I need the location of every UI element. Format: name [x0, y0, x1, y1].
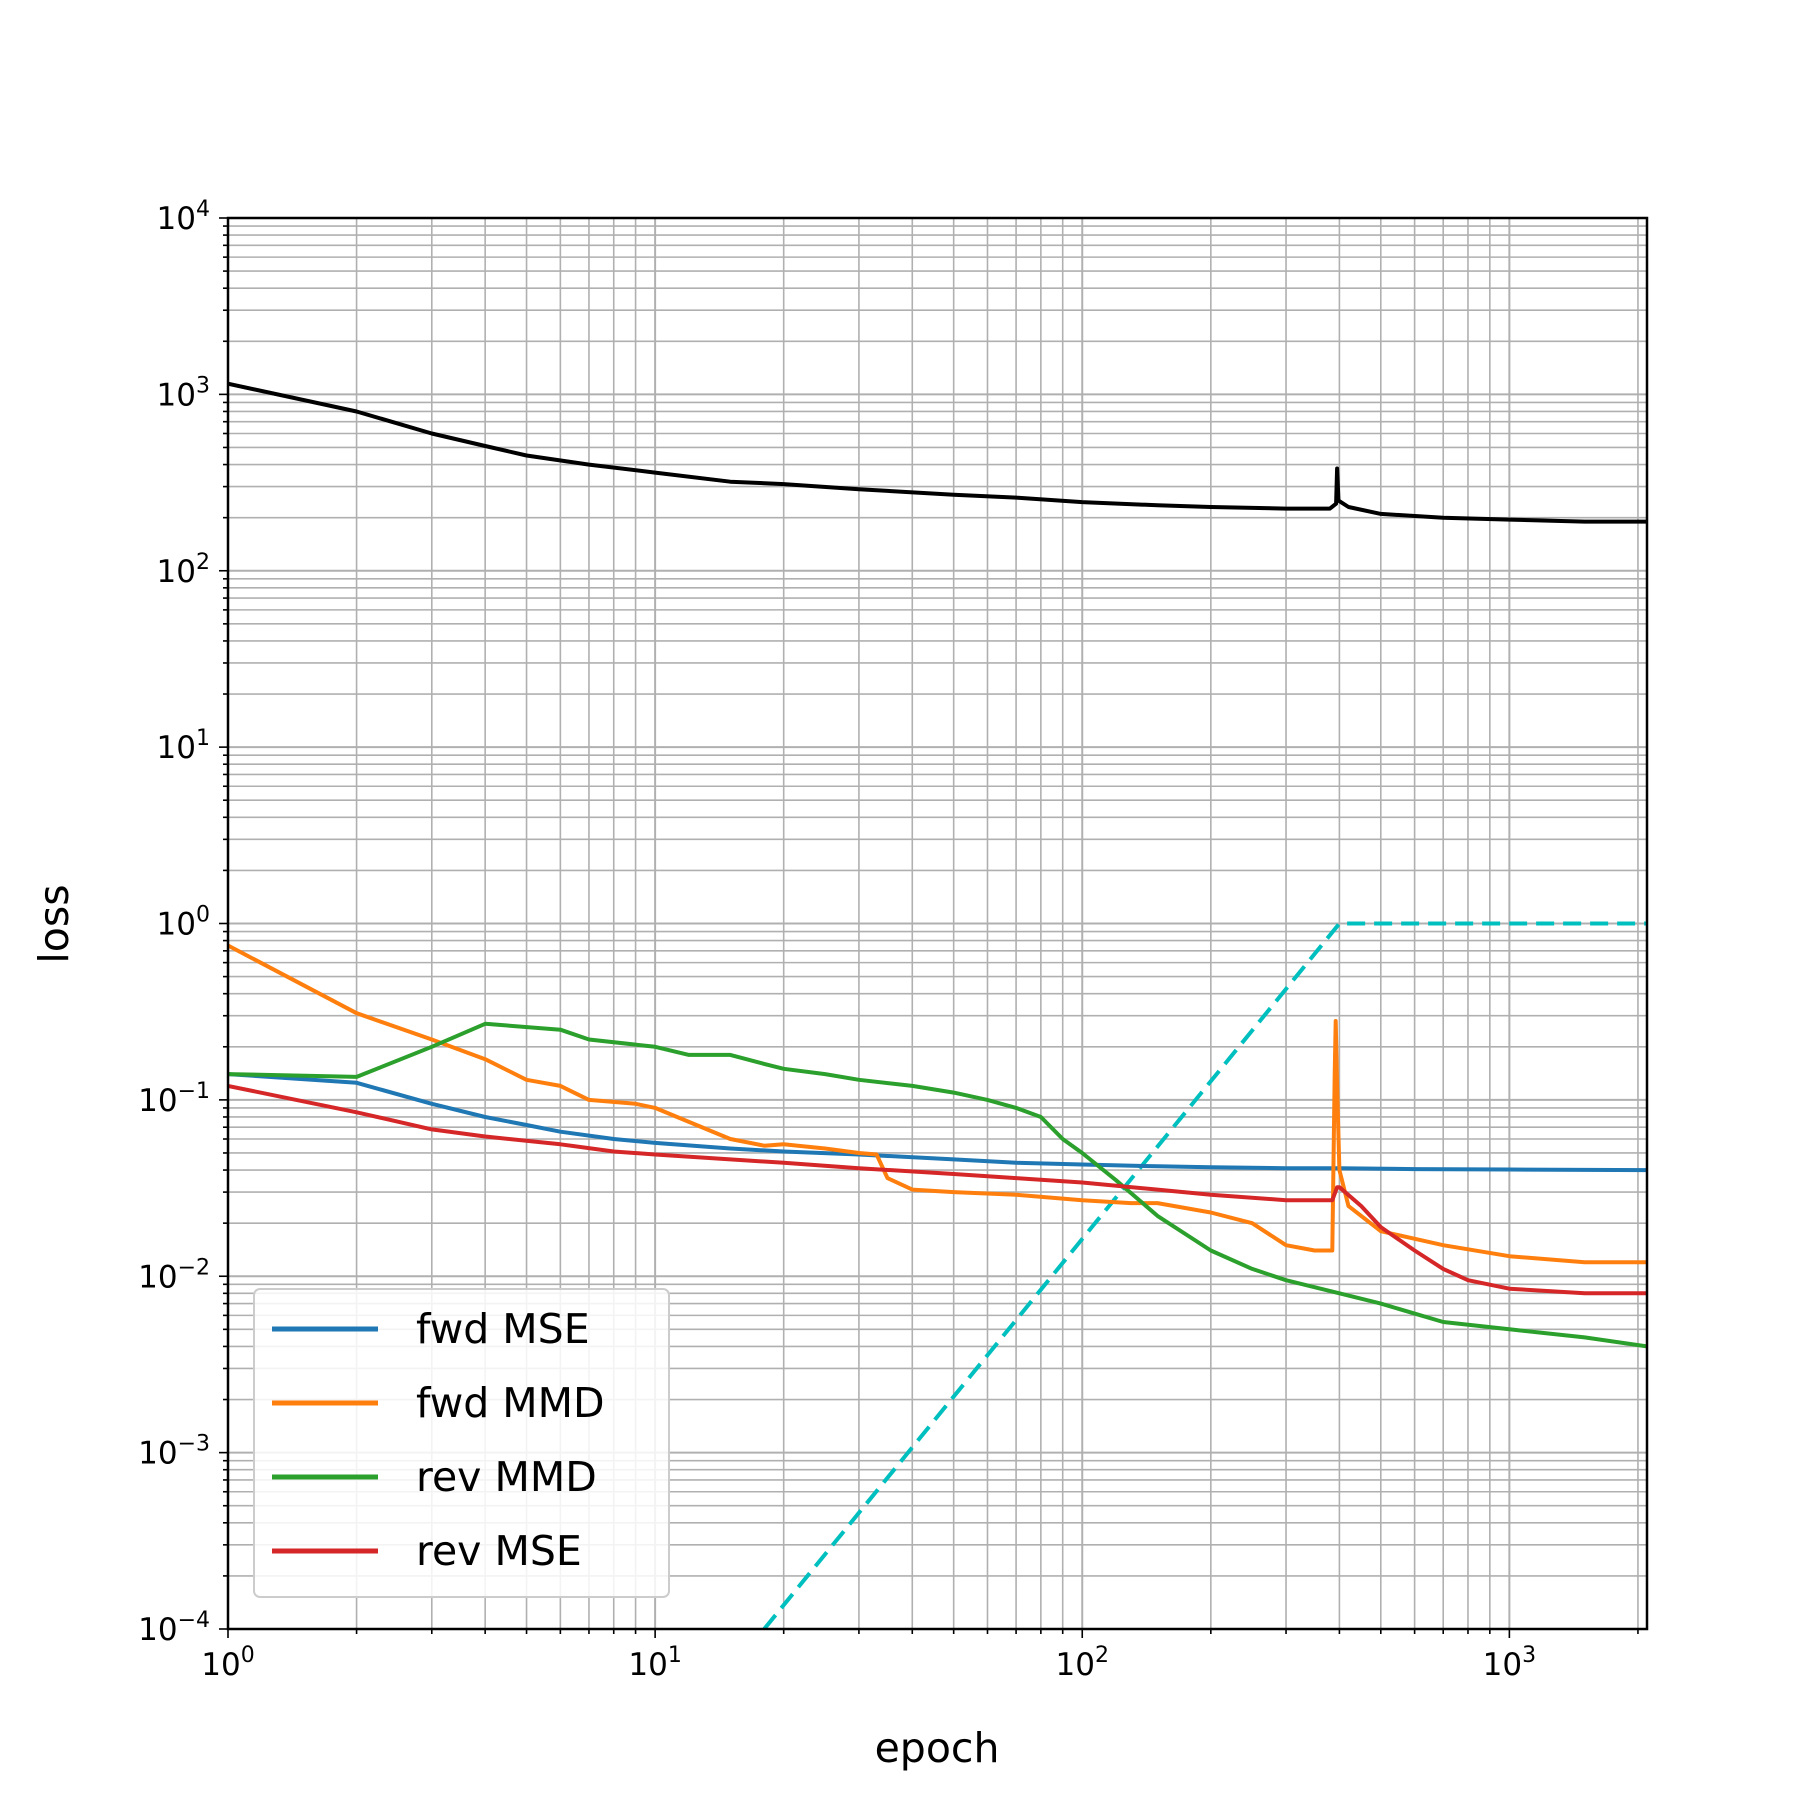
y-tick-label: 103 — [157, 373, 210, 413]
y-tick-label: 100 — [157, 903, 210, 943]
series-line-rev-mse — [228, 1083, 1647, 1296]
y-tick-label: 10−4 — [138, 1608, 210, 1648]
y-axis-title: loss — [30, 884, 78, 963]
legend: fwd MSE fwd MMD rev MMD rev MSE — [253, 1288, 670, 1598]
y-tick-label: 104 — [157, 197, 210, 237]
legend-box — [253, 1288, 670, 1598]
y-tick-label: 10−2 — [138, 1255, 210, 1295]
tick-labels: 100 101 102 103 10−4 10−3 10−2 10−1 100 101 102 103… — [138, 197, 1536, 1683]
series-line-dashed-cyan — [762, 921, 1647, 1629]
x-axis-title: epoch — [875, 1724, 1000, 1772]
y-tick-label: 10−3 — [138, 1432, 210, 1472]
legend-label: rev MSE — [416, 1527, 582, 1575]
series-line-black — [228, 381, 1647, 524]
legend-label: fwd MMD — [416, 1379, 605, 1427]
x-tick-label: 101 — [628, 1643, 681, 1683]
legend-label: fwd MSE — [416, 1305, 590, 1353]
y-tick-label: 101 — [157, 726, 210, 766]
y-tick-label: 102 — [157, 550, 210, 590]
x-tick-label: 103 — [1483, 1643, 1536, 1683]
axis-ticks — [219, 217, 1639, 1638]
grid — [227, 217, 1647, 1630]
series-line-fwd-mmd — [228, 943, 1647, 1265]
series-line-rev-mmd — [228, 1021, 1647, 1349]
legend-label: rev MMD — [416, 1453, 597, 1501]
x-tick-label: 102 — [1056, 1643, 1109, 1683]
plot-lines — [228, 381, 1647, 1629]
y-tick-label: 10−1 — [138, 1079, 210, 1119]
x-tick-label: 100 — [201, 1643, 254, 1683]
